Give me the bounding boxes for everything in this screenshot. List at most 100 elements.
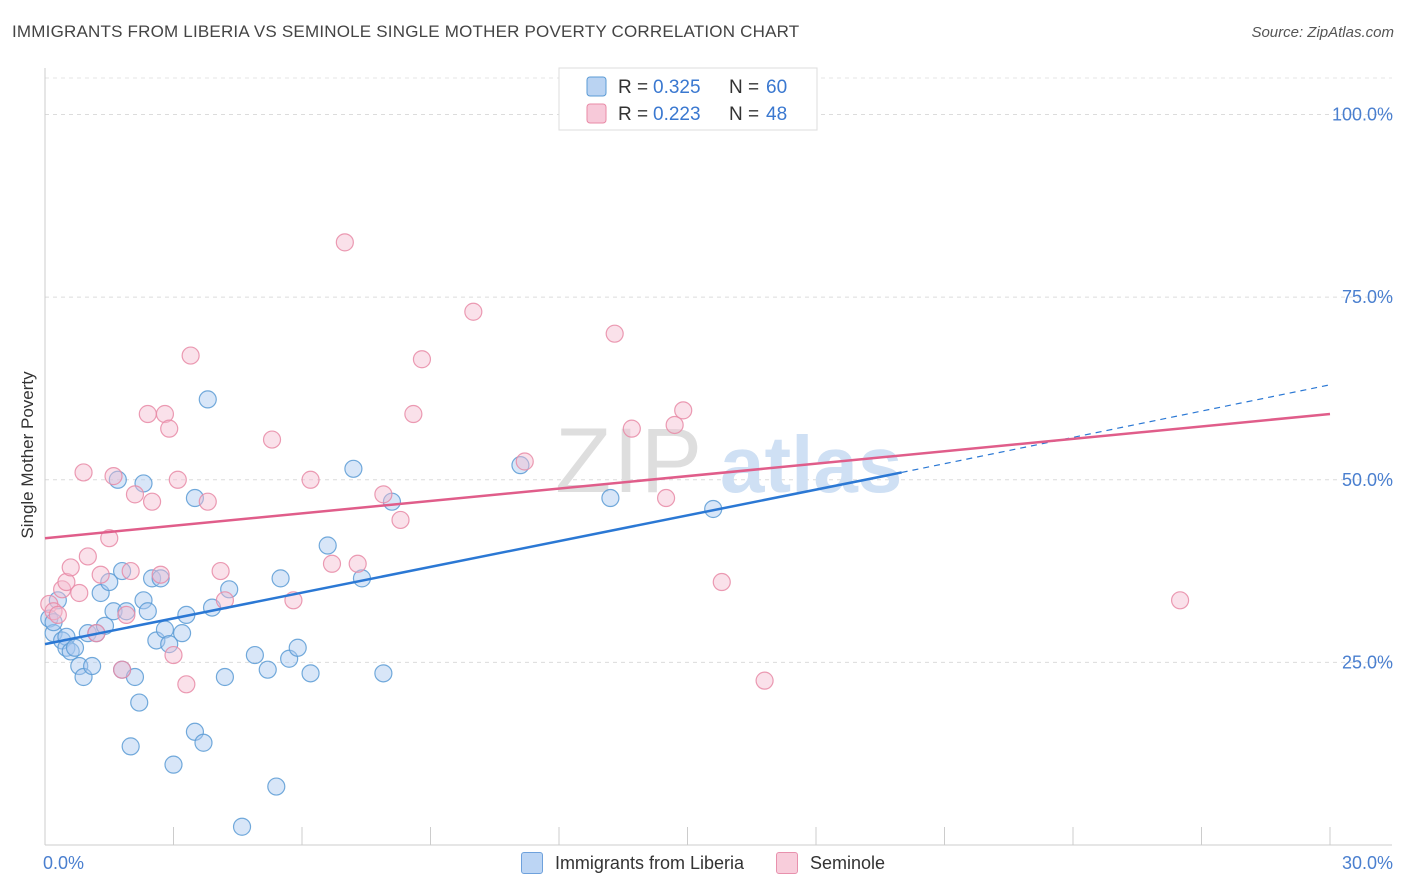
axes [44, 68, 1392, 846]
legend-item-liberia: Immigrants from Liberia [520, 852, 744, 874]
seminole-point-2 [48, 605, 67, 625]
seminole-swatch [776, 852, 798, 874]
x-tick-label-1: 30.0% [1342, 853, 1393, 873]
seminole-point-23 [168, 470, 187, 489]
liberia-point-22 [121, 737, 140, 756]
seminole-point-35 [374, 485, 393, 504]
seminole-point-14 [117, 605, 136, 625]
liberia-point-51 [318, 536, 337, 555]
seminole-point-12 [104, 467, 123, 486]
legend-item-seminole: Seminole [776, 852, 885, 874]
correlation-legend: R = 0.325 N = 60 R = 0.223 N = 48 [558, 67, 818, 131]
seminole-point-36 [391, 510, 410, 530]
liberia-trend-extension [901, 384, 1331, 474]
seminole-point-15 [121, 561, 140, 581]
seminole-point-44 [665, 415, 684, 435]
y-tick-label-0: 25.0% [1342, 652, 1393, 672]
liberia-point-33 [164, 755, 183, 774]
liberia-point-12 [83, 656, 102, 676]
seminole-point-43 [656, 488, 676, 508]
tick-labels: 25.0% 50.0% 75.0% 100.0% 0.0% 30.0% [43, 105, 1393, 873]
liberia-point-57 [601, 488, 620, 508]
seminole-point-25 [181, 346, 200, 365]
liberia-point-34 [172, 624, 192, 643]
seminole-point-11 [100, 529, 119, 548]
seminole-point-31 [301, 470, 320, 489]
seminole-point-41 [605, 324, 624, 343]
liberia-point-38 [194, 733, 213, 752]
seminole-point-7 [74, 463, 93, 482]
seminole-point-6 [70, 583, 89, 603]
liberia-point-52 [344, 459, 363, 478]
liberia-point-9 [70, 656, 89, 676]
seminole-point-29 [262, 430, 282, 449]
seminole-point-22 [164, 645, 183, 665]
seminole-point-13 [112, 660, 132, 679]
seminole-point-4 [57, 572, 76, 592]
liberia-legend-swatch [586, 76, 607, 97]
seminole-n-label: N = [729, 104, 759, 125]
seminole-point-17 [138, 404, 157, 424]
seminole-point-5 [61, 558, 80, 577]
legend-label-liberia: Immigrants from Liberia [554, 852, 744, 873]
liberia-trend-line [44, 471, 902, 646]
legend-label-seminole: Seminole [810, 852, 886, 873]
y-tick-label-1: 50.0% [1342, 470, 1393, 490]
liberia-point-27 [138, 602, 157, 621]
liberia-point-47 [271, 569, 290, 588]
data-points [40, 233, 1190, 836]
seminole-point-42 [622, 419, 641, 438]
liberia-n-value: 60 [766, 77, 787, 98]
seminole-n-value: 48 [766, 104, 787, 125]
series-legend: Immigrants from Liberia Seminole [0, 852, 1406, 874]
liberia-point-45 [258, 660, 277, 679]
liberia-point-46 [267, 777, 286, 796]
seminole-point-20 [155, 404, 175, 424]
liberia-point-50 [301, 664, 320, 683]
seminole-point-32 [322, 554, 342, 573]
y-tick-label-3: 100.0% [1332, 105, 1393, 125]
seminole-point-37 [404, 404, 423, 424]
seminole-point-16 [125, 485, 145, 504]
liberia-r-value: 0.325 [653, 77, 701, 98]
liberia-point-8 [65, 638, 85, 657]
source-label: Source: ZipAtlas.com [1251, 24, 1394, 41]
seminole-trend-line [44, 412, 1331, 540]
seminole-r-value: 0.223 [653, 104, 701, 125]
liberia-r-label: R = [618, 77, 648, 98]
liberia-point-54 [374, 664, 393, 683]
seminole-point-48 [1170, 591, 1190, 610]
seminole-point-24 [177, 675, 196, 694]
chart-title: IMMIGRANTS FROM LIBERIA VS SEMINOLE SING… [12, 22, 800, 41]
liberia-point-41 [215, 667, 234, 687]
seminole-point-46 [712, 572, 731, 592]
liberia-point-25 [134, 591, 153, 610]
liberia-n-label: N = [729, 77, 759, 98]
seminole-point-40 [515, 452, 534, 471]
liberia-point-44 [245, 645, 264, 665]
liberia-point-43 [232, 817, 252, 836]
watermark: ZIPatlas [555, 410, 902, 512]
seminole-legend-swatch [586, 103, 607, 124]
seminole-point-18 [142, 492, 162, 511]
seminole-point-33 [335, 233, 354, 252]
seminole-point-21 [160, 419, 179, 438]
x-tick-label-0: 0.0% [43, 853, 84, 873]
seminole-point-10 [91, 565, 110, 584]
seminole-point-45 [674, 401, 693, 420]
liberia-point-39 [198, 390, 217, 409]
liberia-point-42 [220, 580, 239, 599]
seminole-point-34 [348, 554, 367, 573]
seminole-point-19 [151, 565, 170, 584]
seminole-point-8 [78, 547, 97, 566]
seminole-point-47 [755, 671, 774, 690]
seminole-point-39 [464, 302, 483, 321]
seminole-point-26 [198, 492, 217, 511]
seminole-point-38 [412, 350, 432, 369]
seminole-point-27 [211, 561, 230, 581]
trend-lines [44, 384, 1331, 646]
liberia-point-49 [288, 638, 307, 657]
y-tick-label-2: 75.0% [1342, 287, 1393, 307]
liberia-point-32 [160, 635, 179, 654]
